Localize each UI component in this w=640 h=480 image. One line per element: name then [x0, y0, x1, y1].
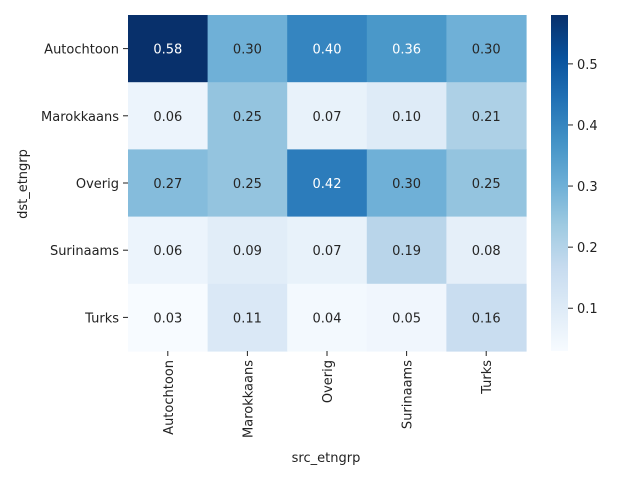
cell-value-label: 0.40 [313, 43, 342, 58]
y-tick-label: Autochtoon [44, 43, 119, 58]
cell-value-label: 0.03 [153, 311, 182, 326]
cell-value-label: 0.08 [472, 244, 501, 259]
cell-value-label: 0.19 [392, 244, 421, 259]
heatmap-cell-r0-c0 [128, 15, 209, 83]
cell-value-label: 0.36 [392, 43, 421, 58]
x-tick-label: Autochtoon [162, 360, 177, 435]
heatmap-cell-r1-c0 [128, 82, 209, 150]
colorbar-tick-label: 0.1 [577, 302, 598, 317]
heatmap-cell-r1-c2 [287, 82, 368, 150]
colorbar [551, 15, 568, 351]
colorbar-ticks: 0.1 0.2 0.3 0.4 0.5 [568, 58, 598, 317]
y-tick-label: Turks [84, 311, 119, 326]
heatmap-cell-r1-c3 [366, 82, 447, 150]
heatmap-cell-r1-c4 [446, 82, 527, 150]
colorbar-tick-label: 0.5 [577, 58, 598, 73]
cell-value-label: 0.07 [313, 110, 342, 125]
heatmap-cell-r2-c3 [366, 149, 447, 218]
x-tick-label: Overig [321, 360, 336, 403]
x-tick-label: Surinaams [401, 360, 416, 429]
cell-value-label: 0.06 [153, 244, 182, 259]
cell-value-label: 0.58 [153, 43, 182, 58]
colorbar-tick-label: 0.2 [577, 241, 598, 256]
heatmap-cell-r2-c4 [446, 149, 527, 218]
heatmap-cell-r3-c4 [446, 216, 527, 285]
cell-value-label: 0.06 [153, 110, 182, 125]
cell-value-label: 0.09 [233, 244, 262, 259]
cell-value-label: 0.25 [472, 177, 501, 192]
heatmap-cell-r4-c3 [366, 283, 447, 352]
heatmap-cell-r0-c4 [446, 15, 527, 83]
x-axis-ticks: Autochtoon Marokkaans Overig Surinaams Turks [162, 351, 495, 438]
heatmap-cell-r3-c2 [287, 216, 368, 285]
cell-value-label: 0.30 [233, 43, 262, 58]
colorbar-tick-label: 0.3 [577, 180, 598, 195]
y-tick-label: Marokkaans [41, 110, 119, 125]
heatmap-cell-labels: 0.58 0.30 0.40 0.36 0.30 0.06 0.25 0.07 0.10 0.21… [153, 43, 500, 327]
heatmap-cell-r4-c0 [128, 283, 209, 352]
cell-value-label: 0.10 [392, 110, 421, 125]
heatmap-cell-r3-c0 [128, 216, 209, 285]
cell-value-label: 0.25 [233, 110, 262, 125]
x-tick-label: Marokkaans [241, 360, 256, 438]
heatmap-cell-r3-c3 [366, 216, 447, 285]
y-axis-ticks: Autochtoon Marokkaans Overig Surinaams Turks [41, 43, 128, 326]
cell-value-label: 0.30 [392, 177, 421, 192]
x-tick-label: Turks [480, 360, 495, 395]
y-tick-label: Overig [76, 177, 119, 192]
heatmap-cell-r0-c1 [207, 15, 288, 83]
y-axis-label: dst_etngrp [16, 149, 31, 219]
heatmap-cells [128, 15, 527, 352]
heatmap-cell-r4-c4 [446, 283, 527, 352]
heatmap-cell-r2-c0 [128, 149, 209, 218]
heatmap-cell-r4-c1 [207, 283, 288, 352]
cell-value-label: 0.07 [313, 244, 342, 259]
heatmap-cell-r2-c2 [287, 149, 368, 218]
cell-value-label: 0.05 [392, 311, 421, 326]
y-tick-label: Surinaams [50, 244, 119, 259]
cell-value-label: 0.25 [233, 177, 262, 192]
heatmap-cell-r3-c1 [207, 216, 288, 285]
cell-value-label: 0.21 [472, 110, 501, 125]
colorbar-tick-label: 0.4 [577, 119, 598, 134]
heatmap-cell-r0-c2 [287, 15, 368, 83]
heatmap-cell-r4-c2 [287, 283, 368, 352]
cell-value-label: 0.11 [233, 311, 262, 326]
heatmap-cell-r2-c1 [207, 149, 288, 218]
heatmap-cell-r1-c1 [207, 82, 288, 150]
x-axis-label: src_etngrp [292, 451, 361, 466]
cell-value-label: 0.42 [313, 177, 342, 192]
cell-value-label: 0.30 [472, 43, 501, 58]
cell-value-label: 0.27 [153, 177, 182, 192]
heatmap-cell-r0-c3 [366, 15, 447, 83]
cell-value-label: 0.16 [472, 311, 501, 326]
cell-value-label: 0.04 [313, 311, 342, 326]
